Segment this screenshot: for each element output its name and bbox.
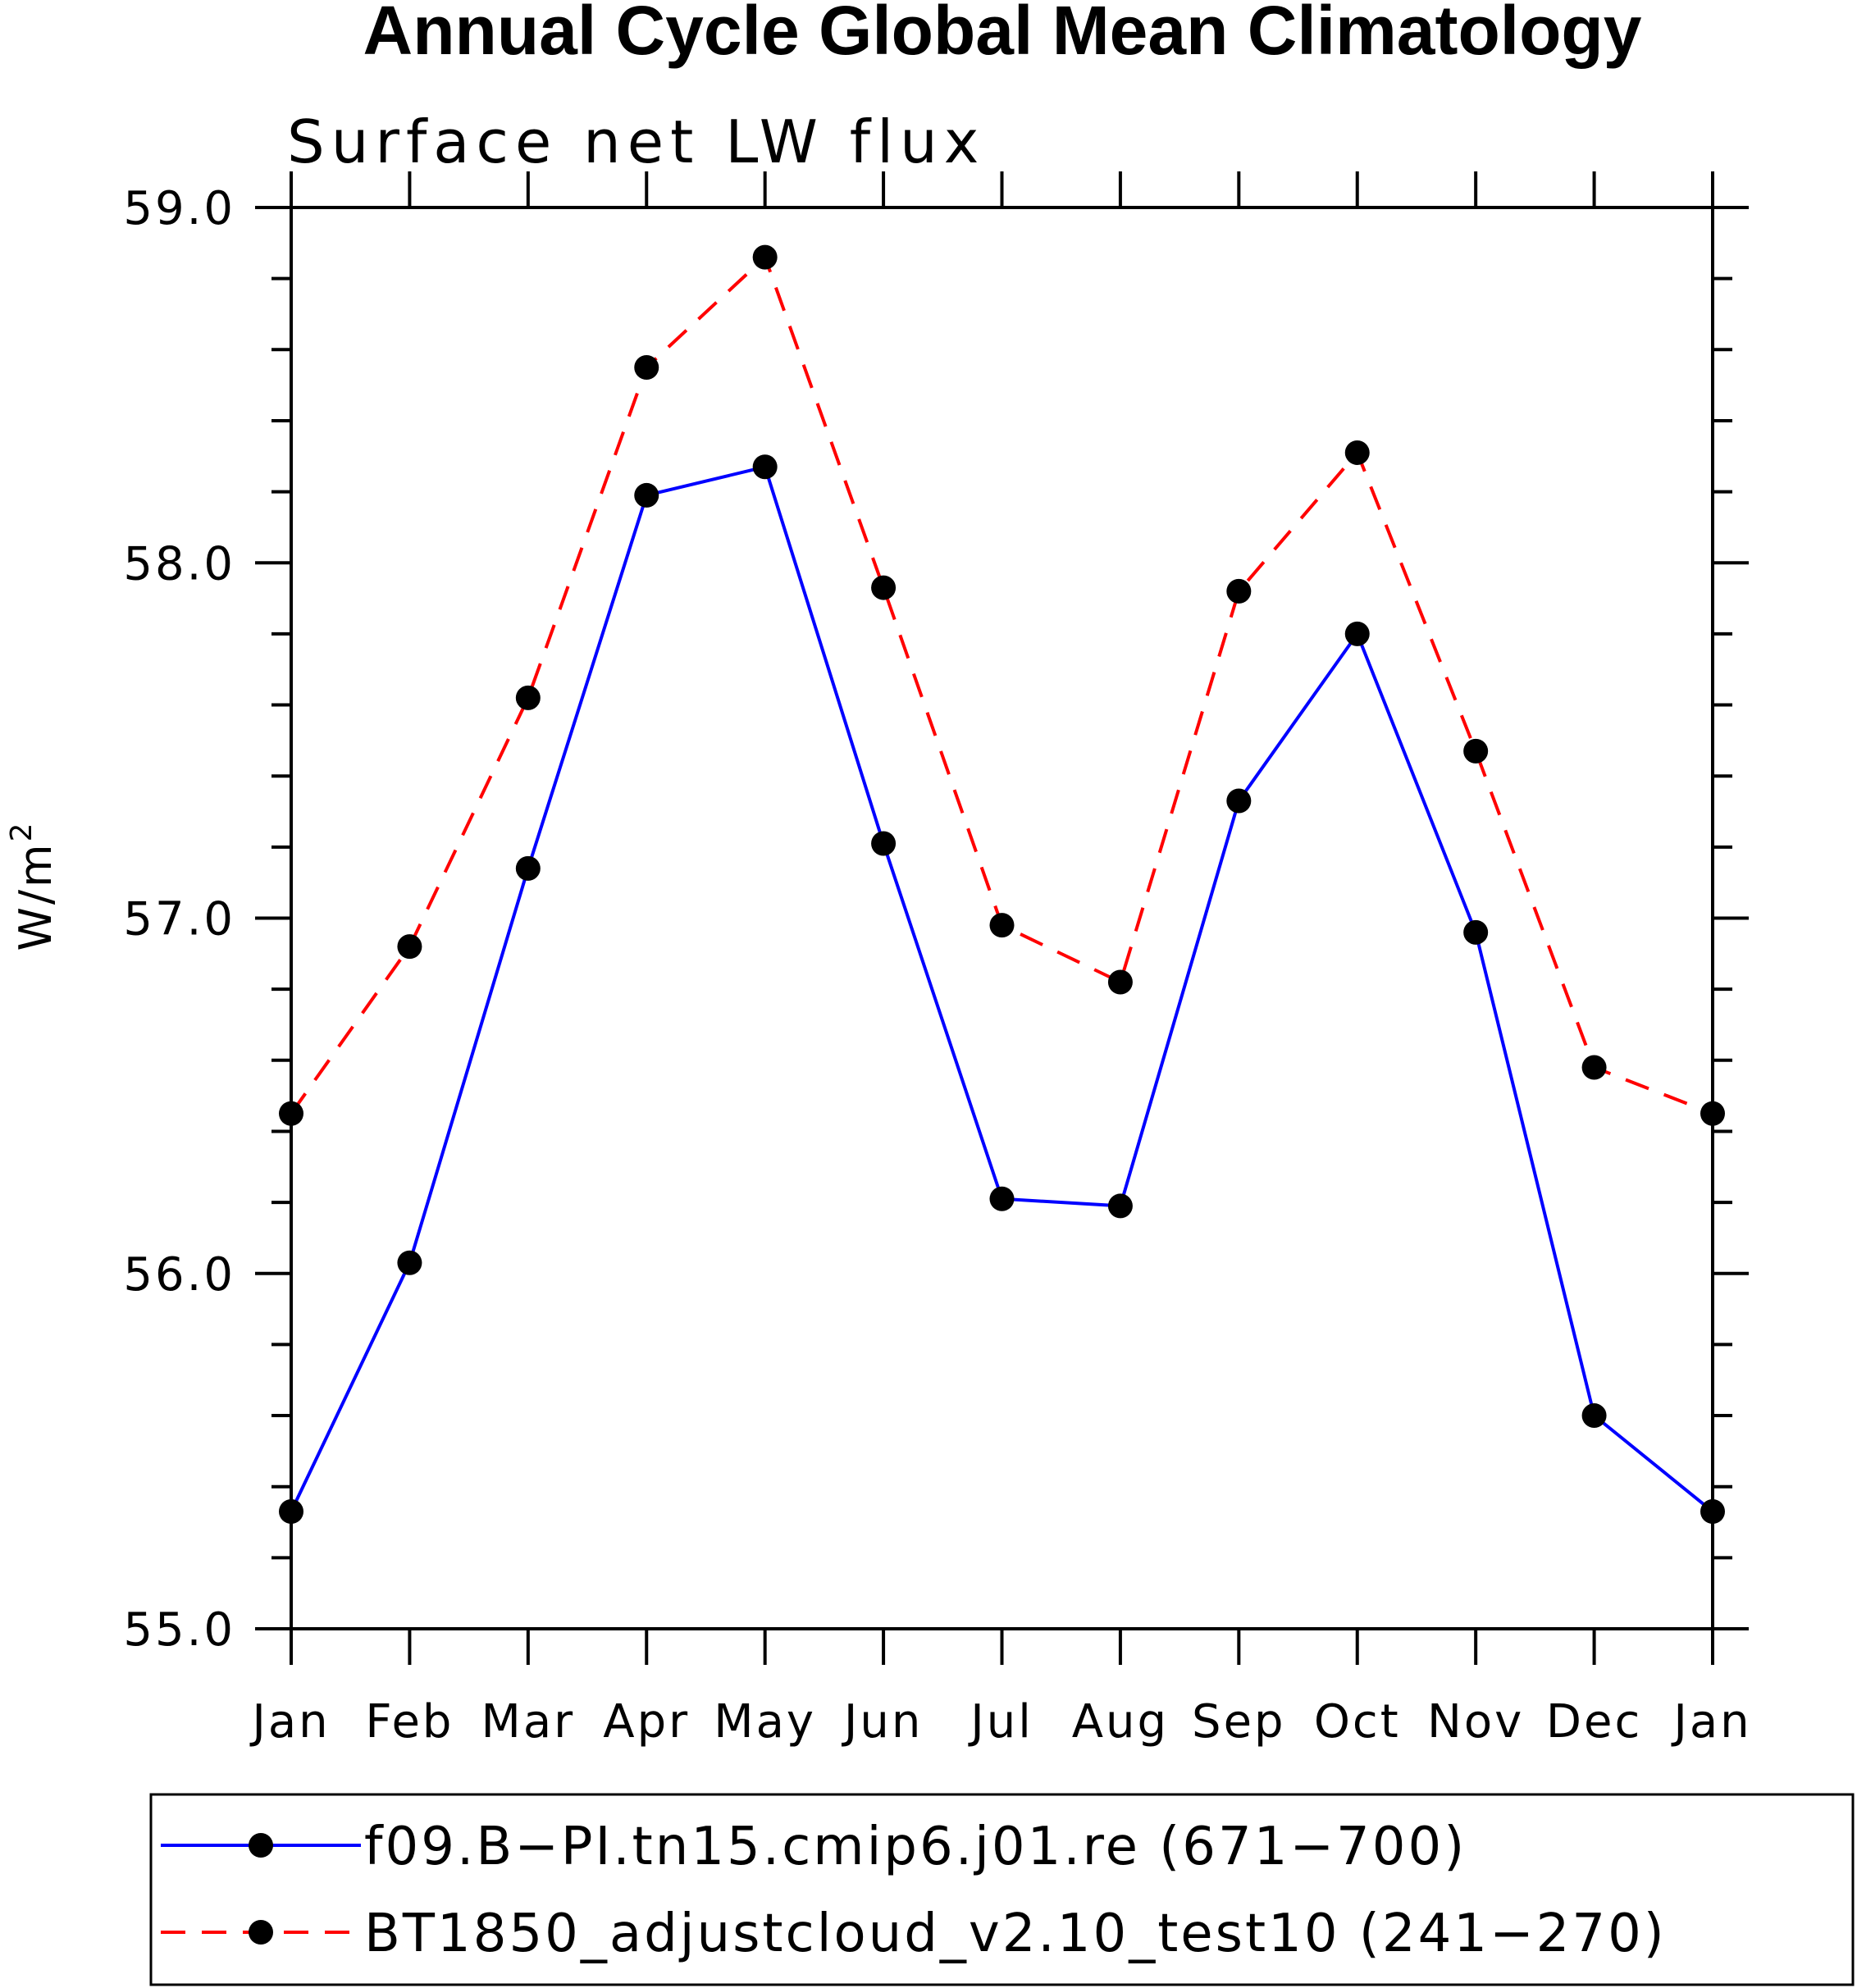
series-1-point (752, 454, 778, 480)
x-tick-label: Sep (1192, 1695, 1286, 1749)
series-1-point (1226, 788, 1252, 814)
y-tick-label: 58.0 (123, 537, 235, 590)
series-line-1 (290, 464, 1714, 1513)
series-1-point (871, 831, 897, 856)
y-axis-label: W/m2 (5, 820, 62, 951)
x-tick-label: Oct (1314, 1695, 1401, 1749)
legend-label-series-2: BT1850_adjustcloud_v2.10_test10 (241−270… (364, 1904, 1667, 1964)
x-tick-label: Jun (842, 1695, 924, 1749)
series-layer (279, 244, 1725, 1525)
x-tick-label: Dec (1546, 1695, 1642, 1749)
legend-entry-2: BT1850_adjustcloud_v2.10_test10 (241−270… (161, 1904, 1667, 1964)
x-tick-labels: Jan Feb Mar Apr May Jun Jul Aug Sep Oct Nov Dec Jan (249, 1695, 1751, 1749)
series-2-point (1226, 578, 1252, 604)
series-2-point (397, 934, 422, 960)
series-2-point (634, 354, 659, 380)
legend-label-series-1: f09.B−PI.tn15.cmip6.j01.re (671−700) (364, 1817, 1467, 1877)
y-tick-label: 56.0 (123, 1248, 235, 1302)
legend-entry-1: f09.B−PI.tn15.cmip6.j01.re (671−700) (161, 1817, 1467, 1877)
series-2-point (989, 913, 1015, 938)
series-1-point (989, 1186, 1015, 1211)
x-tick-label: Feb (365, 1695, 454, 1749)
series-1-point (1463, 919, 1489, 945)
series-2-point (1344, 440, 1370, 465)
chart-title: Annual Cycle Global Mean Climatology (363, 0, 1642, 69)
series-1-point (1107, 1193, 1133, 1219)
series-line-2 (290, 254, 1713, 1115)
chart-subtitle: Surface net LW flux (287, 107, 985, 176)
x-tick-label: May (714, 1695, 816, 1749)
series-1-point (279, 1499, 303, 1525)
legend-box (149, 1793, 1855, 1986)
x-tick-label: Apr (603, 1695, 690, 1749)
legend-marker-series-1 (249, 1833, 273, 1858)
y-tick-label: 59.0 (123, 182, 235, 235)
series-2-point (279, 1101, 303, 1126)
x-tick-label: Jan (249, 1695, 330, 1749)
y-tick-labels: 55.0 56.0 57.0 58.0 59.0 (123, 182, 235, 1657)
series-2-point (752, 244, 778, 270)
x-tick-label: Jan (1671, 1695, 1751, 1749)
series-2-point (871, 575, 897, 600)
x-tick-label: Mar (481, 1695, 576, 1749)
x-tick-label: Nov (1427, 1695, 1524, 1749)
series-2-point (1581, 1055, 1607, 1080)
x-tick-label: Jul (968, 1695, 1033, 1749)
series-2-point (1700, 1101, 1725, 1126)
y-tick-label: 57.0 (123, 893, 235, 946)
series-1-point (1700, 1499, 1725, 1525)
y-axis-label-base: W/m (10, 841, 62, 951)
series-1-point (1344, 621, 1370, 646)
x-tick-label: Aug (1072, 1695, 1169, 1749)
legend: f09.B−PI.tn15.cmip6.j01.re (671−700) BT1… (149, 1793, 1855, 1986)
series-2-point (1463, 738, 1489, 764)
axis-ticks (255, 171, 1749, 1665)
series-1-point (397, 1250, 422, 1275)
series-1-point (634, 482, 659, 508)
series-2-point (1107, 969, 1133, 995)
series-2-point (515, 685, 541, 710)
legend-marker-series-2 (249, 1920, 273, 1945)
series-1-point (515, 855, 541, 881)
series-1-point (1581, 1403, 1607, 1429)
y-axis-label-superscript: 2 (5, 820, 39, 841)
y-tick-label: 55.0 (123, 1603, 235, 1657)
svg-text:W/m2: W/m2 (5, 820, 62, 951)
